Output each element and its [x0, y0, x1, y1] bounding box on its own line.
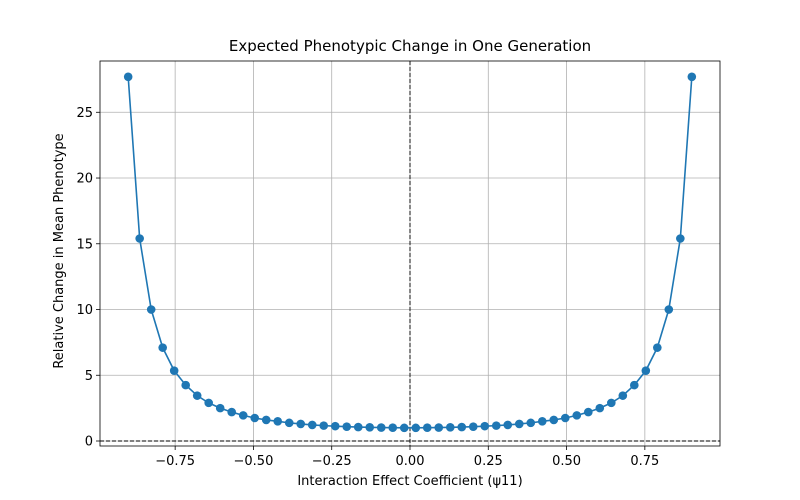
data-point [422, 423, 432, 433]
x-tick-label: 0.00 [396, 454, 425, 469]
x-tick-label: −0.75 [155, 454, 195, 469]
data-point [595, 403, 605, 413]
data-point [135, 234, 144, 243]
y-tick-label: 20 [76, 172, 93, 187]
data-point [158, 343, 167, 352]
data-point [468, 422, 478, 431]
data-point [388, 423, 398, 433]
y-axis-ticks: 0 5 10 15 20 25 [76, 106, 100, 450]
x-tick-label: −0.50 [234, 454, 274, 469]
x-tick-label: 0.50 [552, 454, 581, 469]
data-point [641, 366, 651, 375]
data-point [215, 403, 225, 413]
chart-title: Expected Phenotypic Change in One Genera… [229, 37, 591, 55]
data-point [653, 343, 662, 352]
data-point [227, 407, 237, 417]
y-tick-label: 0 [85, 435, 93, 450]
plot-series [123, 72, 697, 433]
data-point [181, 380, 191, 390]
x-axis-label: Interaction Effect Coefficient (ψ11) [297, 474, 522, 489]
data-point [572, 411, 582, 420]
data-point [261, 415, 271, 425]
data-point [319, 421, 329, 430]
data-point [123, 72, 133, 82]
data-point [607, 398, 616, 408]
data-point [411, 423, 421, 433]
data-point [296, 419, 306, 429]
y-tick-label: 10 [76, 303, 93, 318]
data-point [664, 305, 674, 314]
data-point [399, 423, 409, 433]
data-point [204, 398, 213, 408]
data-point [365, 423, 375, 432]
y-axis-label: Relative Change in Mean Phenotype [52, 133, 67, 368]
data-point [687, 72, 697, 82]
x-tick-label: −0.25 [312, 454, 352, 469]
data-point [250, 413, 260, 423]
data-point [330, 421, 340, 431]
data-point [503, 420, 513, 430]
data-point [549, 415, 559, 425]
data-point [376, 423, 386, 432]
data-point [146, 305, 156, 314]
y-tick-label: 5 [85, 369, 93, 384]
data-point [273, 416, 283, 426]
data-point [307, 420, 317, 430]
data-point [353, 422, 363, 432]
y-tick-label: 15 [76, 237, 93, 252]
data-point [618, 391, 628, 400]
x-tick-label: 0.25 [474, 454, 503, 469]
data-point [560, 413, 570, 423]
data-point [480, 421, 490, 431]
data-point [342, 422, 352, 431]
data-point [526, 418, 536, 428]
x-tick-label: 0.75 [630, 454, 659, 469]
reference-lines [100, 61, 720, 446]
data-point [457, 422, 467, 432]
data-point [537, 416, 547, 426]
data-point [284, 418, 294, 428]
data-point [238, 411, 248, 420]
data-point [169, 366, 179, 375]
data-point [434, 423, 444, 432]
data-point [629, 380, 639, 390]
x-axis-ticks: −0.75 −0.50 −0.25 0.00 0.25 0.50 0.75 [155, 446, 659, 469]
y-tick-label: 25 [76, 106, 93, 121]
data-point [676, 234, 685, 243]
data-point [445, 423, 455, 432]
data-point [192, 391, 202, 400]
data-point [583, 407, 593, 417]
data-point [514, 419, 524, 429]
data-point [491, 421, 501, 430]
